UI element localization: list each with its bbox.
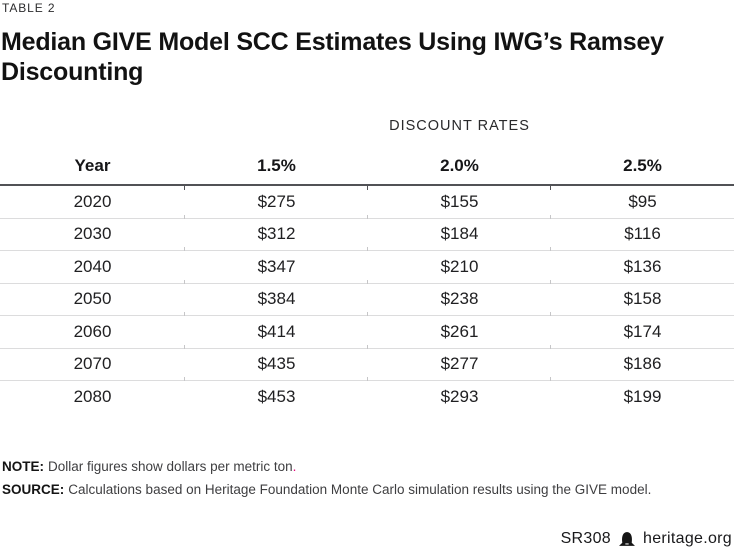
- source-label: SOURCE:: [2, 482, 65, 497]
- column-header-15: 1.5%: [257, 156, 296, 175]
- note-text: Dollar figures show dollars per metric t…: [48, 459, 293, 474]
- column-divider-tick: [550, 184, 551, 190]
- table-title-line2: Discounting: [1, 58, 144, 86]
- column-header-25: 2.5%: [623, 156, 662, 175]
- column-header-20: 2.0%: [440, 156, 479, 175]
- table-row-2030: 2030 $312 $184 $116: [0, 219, 734, 251]
- source-text: Calculations based on Heritage Foundatio…: [68, 482, 652, 497]
- table-row-2070: 2070 $435 $277 $186: [0, 349, 734, 381]
- year-cell: 2020: [73, 191, 112, 211]
- column-divider-tick: [367, 377, 368, 381]
- value-cell: $199: [623, 386, 662, 406]
- value-cell: $384: [257, 289, 296, 309]
- note-line: NOTE: Dollar figures show dollars per met…: [2, 455, 651, 478]
- value-cell: $435: [257, 354, 296, 374]
- value-cell: $95: [628, 191, 657, 211]
- table-title: Median GIVE Model SCC Estimates Using IW…: [1, 27, 664, 87]
- column-divider-tick: [367, 247, 368, 251]
- site-url: heritage.org: [643, 530, 732, 547]
- year-cell: 2030: [73, 224, 112, 244]
- table-row-2050: 2050 $384 $238 $158: [0, 284, 734, 316]
- column-divider-tick: [184, 344, 185, 349]
- column-divider-tick: [184, 312, 185, 316]
- value-cell: $158: [623, 289, 662, 309]
- column-header-row: Year 1.5% 2.0% 2.5%: [0, 155, 734, 176]
- column-divider-tick: [367, 184, 368, 190]
- value-cell: $186: [623, 354, 662, 374]
- value-cell: $312: [257, 224, 296, 244]
- column-divider-tick: [184, 184, 185, 190]
- column-divider-tick: [550, 344, 551, 349]
- year-cell: 2060: [73, 321, 112, 341]
- value-cell: $277: [440, 354, 479, 374]
- column-divider-tick: [184, 247, 185, 251]
- column-divider-tick: [550, 377, 551, 381]
- table-row-2020: 2020 $275 $155 $95: [0, 186, 734, 219]
- value-cell: $238: [440, 289, 479, 309]
- column-divider-tick: [367, 279, 368, 284]
- column-divider-tick: [550, 279, 551, 284]
- table-row-2040: 2040 $347 $210 $136: [0, 251, 734, 284]
- column-divider-tick: [550, 214, 551, 219]
- column-divider-tick: [367, 214, 368, 219]
- value-cell: $293: [440, 386, 479, 406]
- column-divider-tick: [367, 344, 368, 349]
- year-cell: 2080: [73, 386, 112, 406]
- column-divider-tick: [184, 214, 185, 219]
- value-cell: $174: [623, 321, 662, 341]
- column-header-year: Year: [74, 156, 111, 175]
- value-cell: $184: [440, 224, 479, 244]
- table-row-2060: 2060 $414 $261 $174: [0, 316, 734, 349]
- column-divider-tick: [550, 247, 551, 251]
- discount-rates-group-header: DISCOUNT RATES: [389, 118, 530, 134]
- note-period: .: [292, 459, 297, 474]
- table-body: 2020 $275 $155 $95 2030 $312 $184 $116 2040 $347 $…: [0, 186, 734, 413]
- value-cell: $136: [623, 256, 662, 276]
- table-kicker: TABLE 2: [2, 1, 56, 15]
- liberty-bell-icon: [618, 531, 636, 547]
- source-line: SOURCE: Calculations based on Heritage Fo…: [2, 478, 651, 501]
- value-cell: $453: [257, 386, 296, 406]
- page-footer: SR308 heritage.org: [561, 530, 732, 548]
- value-cell: $261: [440, 321, 479, 341]
- table-row-2080: 2080 $453 $293 $199: [0, 381, 734, 413]
- value-cell: $275: [257, 191, 296, 211]
- column-divider-tick: [184, 279, 185, 284]
- column-divider-tick: [367, 312, 368, 316]
- year-cell: 2070: [73, 354, 112, 374]
- value-cell: $210: [440, 256, 479, 276]
- note-label: NOTE:: [2, 459, 44, 474]
- column-divider-tick: [550, 312, 551, 316]
- value-cell: $347: [257, 256, 296, 276]
- value-cell: $414: [257, 321, 296, 341]
- value-cell: $116: [624, 224, 661, 244]
- footnotes: NOTE: Dollar figures show dollars per met…: [2, 455, 651, 501]
- year-cell: 2040: [73, 256, 112, 276]
- year-cell: 2050: [73, 289, 112, 309]
- table-title-line1: Median GIVE Model SCC Estimates Using IW…: [1, 28, 664, 56]
- header-rule: [0, 184, 734, 190]
- column-divider-tick: [184, 377, 185, 381]
- value-cell: $155: [440, 191, 479, 211]
- report-id: SR308: [560, 530, 611, 547]
